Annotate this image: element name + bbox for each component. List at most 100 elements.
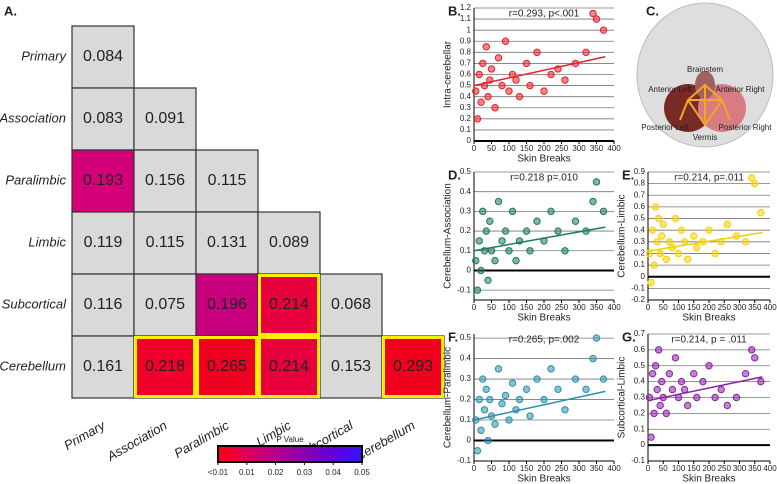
x-tick-label: 400 [607,303,621,312]
point [522,385,531,394]
point [693,393,701,402]
x-tick-label: 400 [763,303,777,312]
point [751,354,759,362]
y-tick-label: 0 [467,266,472,275]
x-axis-label: Skin Breaks [517,474,570,484]
y-tick-label: 0.1 [460,415,472,424]
x-tick-label: 300 [572,144,586,153]
y-tick-label: 0.9 [460,36,472,45]
point [472,87,480,95]
point [479,375,487,383]
point [680,385,689,394]
point [473,447,482,455]
point [477,266,485,275]
point [671,354,680,362]
point [654,214,663,223]
point [561,247,569,255]
point [479,207,487,216]
point [665,369,674,378]
x-tick-label: 100 [502,464,516,473]
colorbar-tick-label: 0.03 [297,468,313,477]
y-tick-label: 0 [467,436,472,445]
point [498,81,506,90]
x-tick-label: 200 [537,303,551,312]
row-label: Paralimbic [5,172,66,187]
y-axis-label: Subcortical-Limbic [617,357,628,439]
point [651,362,660,370]
column-label: Association [104,418,170,465]
point [683,401,692,410]
region-label: Vermis [693,133,717,142]
heatmap-cell [133,149,197,213]
point [662,409,670,418]
x-tick-label: 350 [748,464,762,473]
y-tick-label: 0.4 [634,377,646,386]
y-tick-label: 1 [467,25,472,34]
point [540,87,548,95]
y-axis-label: Cerebellum-Limbic [617,194,628,277]
panel-label: D. [448,167,461,182]
fit-line [473,390,606,421]
point [494,197,503,206]
panel-label: A. [4,3,17,18]
y-tick-label: 0.4 [460,354,472,363]
point [491,104,499,112]
point [656,249,664,258]
y-tick-label: 0.9 [634,167,646,176]
point [494,54,503,62]
point [486,217,494,225]
row-label: Limbic [28,234,66,249]
point [599,207,608,216]
x-tick-label: 400 [763,464,777,473]
cell-value: 0.153 [331,358,371,375]
point [705,362,713,370]
point [648,369,657,378]
point [723,401,731,410]
cell-value: 0.075 [145,296,185,313]
point [658,377,666,386]
point [717,385,725,394]
y-tick-label: -0.2 [631,295,645,304]
highlight-border [134,336,196,398]
point [674,249,683,258]
point [589,9,597,18]
point [741,238,750,246]
x-tick-label: 350 [748,303,762,312]
panel-label: F. [448,329,458,344]
x-tick-label: 300 [572,303,586,312]
heatmap-cell [71,87,135,151]
point [751,179,759,188]
point [501,391,510,400]
point [592,178,601,186]
y-tick-label: 1.2 [460,3,472,12]
point [653,238,661,246]
y-tick-label: 0.6 [634,202,646,211]
point [494,365,503,373]
point [662,255,670,263]
y-tick-label: -0.1 [457,456,471,465]
heatmap-cell [133,87,197,151]
point [491,420,499,428]
cell-value: 0.115 [208,172,247,189]
point [473,115,482,123]
highlight-border [196,336,258,398]
row-label: Primary [21,48,67,63]
cell-value: 0.131 [207,234,247,251]
region-label: Posterior Right [719,123,773,132]
x-tick-label: 300 [572,464,586,473]
x-axis-label: Skin Breaks [682,474,735,484]
cell-value: 0.119 [84,234,123,251]
y-tick-label: 0.3 [634,393,646,402]
point [508,379,517,387]
cell-value: 0.089 [269,234,309,251]
heatmap-cell [71,211,135,275]
x-tick-label: 250 [718,303,732,312]
point [479,59,487,68]
y-tick-label: 0.4 [634,225,646,234]
point [508,207,517,216]
annotation: r=0.214, p=.011 [674,173,744,184]
point [741,369,750,378]
point [475,395,483,404]
cell-value: 0.293 [393,358,433,375]
column-label: Limbic [254,417,294,449]
